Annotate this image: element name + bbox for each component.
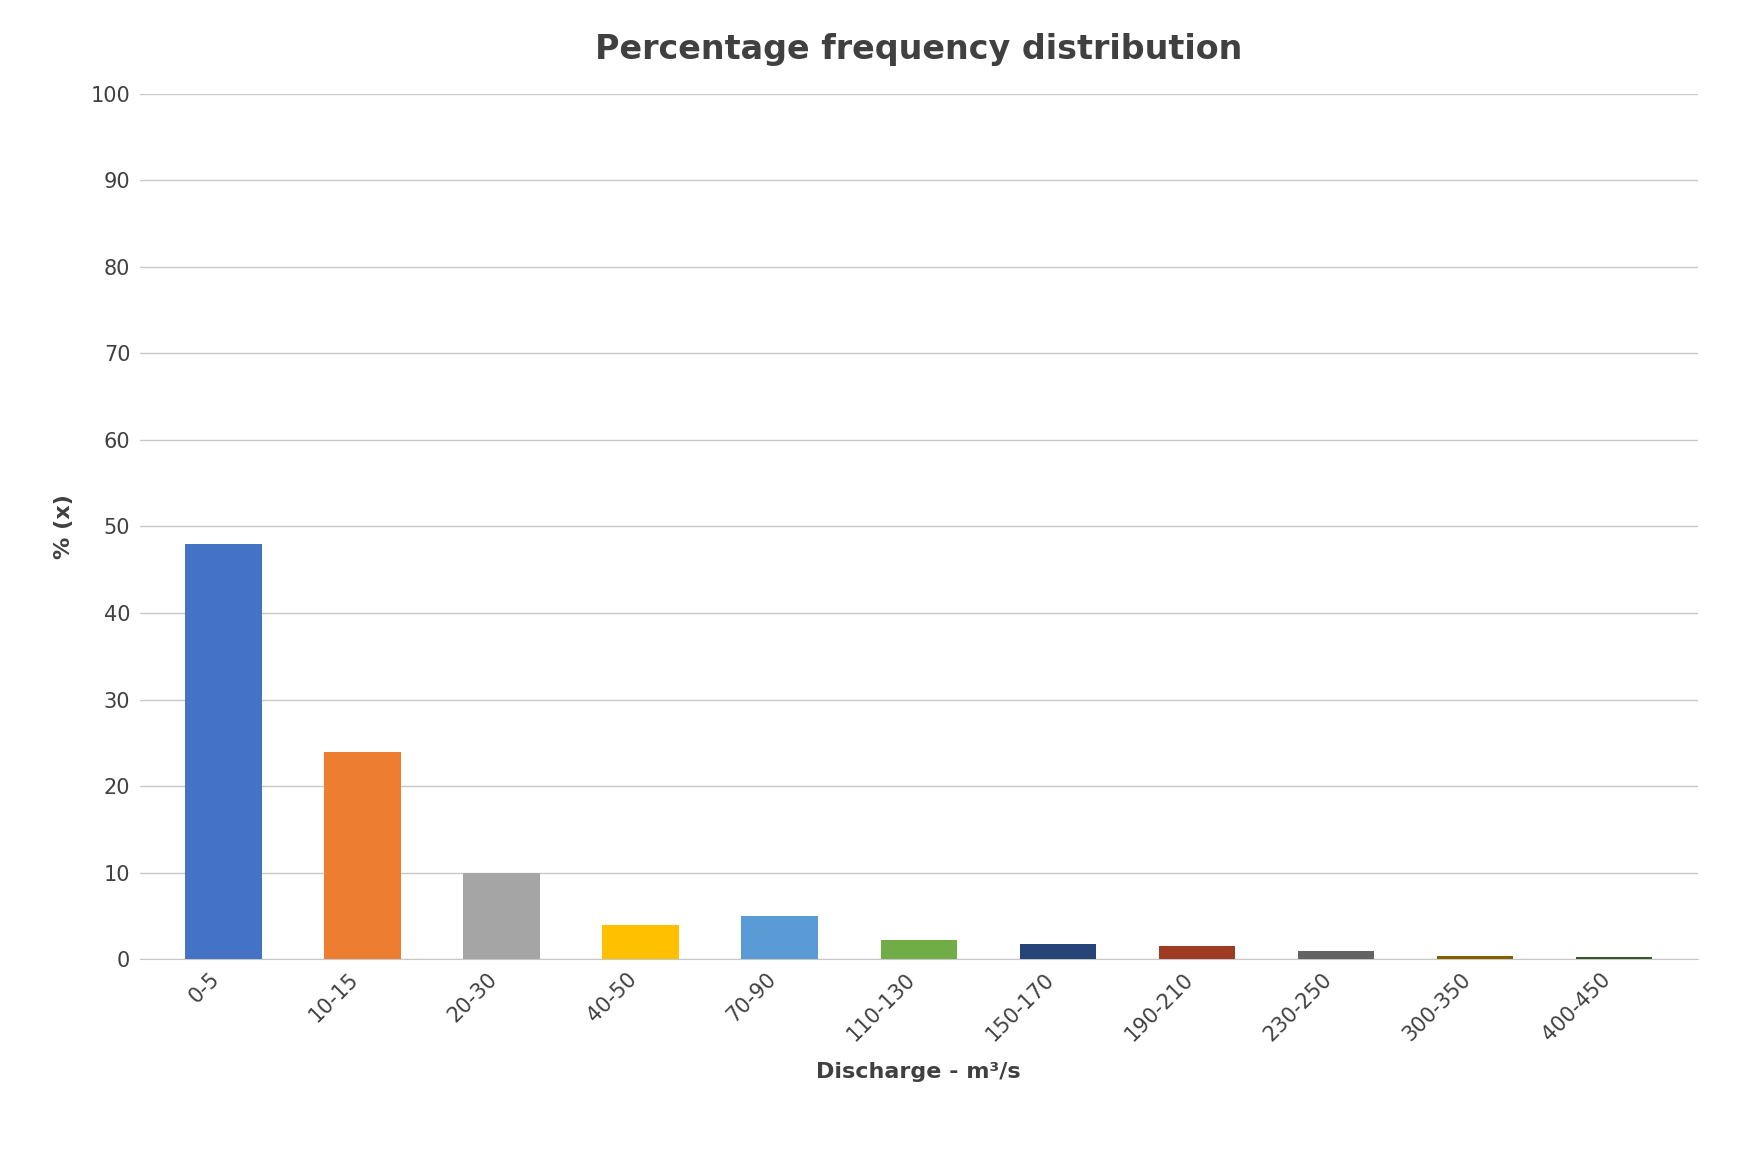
Bar	[1575, 957, 1652, 959]
Bar	[880, 941, 957, 959]
Bar	[324, 751, 401, 959]
Bar	[1437, 956, 1514, 959]
Title: Percentage frequency distribution: Percentage frequency distribution	[595, 33, 1242, 66]
Bar	[186, 544, 262, 959]
Bar	[742, 916, 817, 959]
Bar	[464, 873, 539, 959]
X-axis label: Discharge - m³/s: Discharge - m³/s	[817, 1061, 1020, 1081]
Bar	[602, 924, 679, 959]
Bar	[1298, 951, 1374, 959]
Bar	[1020, 944, 1096, 959]
Bar	[1158, 947, 1235, 959]
Y-axis label: % (x): % (x)	[54, 494, 74, 559]
